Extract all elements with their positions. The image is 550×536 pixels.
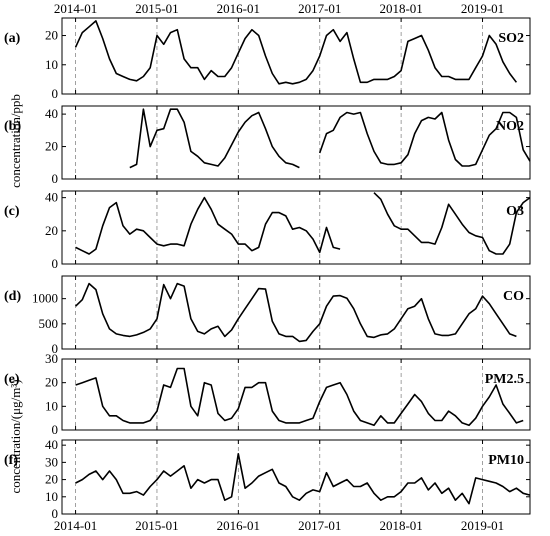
y-tick-label: 40 bbox=[45, 190, 58, 205]
y-axis-labels: concentration/ppb concentration/(μg/m³) bbox=[8, 94, 23, 493]
panel-co: 0 500 1000 (d) CO bbox=[4, 275, 531, 356]
x-tick-label-top: 2016-01 bbox=[217, 1, 260, 16]
panel-series-name: SO2 bbox=[498, 31, 524, 46]
x-tick-label-bottom: 2014-01 bbox=[54, 518, 97, 533]
y-tick-label: 20 bbox=[45, 472, 58, 487]
y-axis-label: concentration/ppb bbox=[8, 94, 23, 188]
panel-pm10: 0 10 20 30 40 (f) PM10 bbox=[4, 437, 531, 521]
series-line-so2 bbox=[74, 20, 518, 85]
panel-frame bbox=[61, 358, 531, 431]
x-tick-label-top: 2019-01 bbox=[461, 1, 504, 16]
y-axis-label: concentration/(μg/m³) bbox=[8, 379, 23, 493]
y-tick-label: 0 bbox=[52, 341, 59, 356]
series-line-co bbox=[75, 282, 517, 343]
y-tick-label: 30 bbox=[45, 351, 58, 366]
panel-series-name: PM2.5 bbox=[485, 372, 524, 387]
x-tick-label-bottom: 2018-01 bbox=[379, 518, 422, 533]
series-line-pm25 bbox=[75, 367, 524, 427]
panel-letter: (f) bbox=[4, 453, 18, 468]
bottom-x-axis: 2014-01 2015-01 2016-01 2017-01 2018-01 2019-… bbox=[54, 518, 504, 533]
y-tick-label: 40 bbox=[45, 106, 58, 121]
y-tick-label: 20 bbox=[45, 139, 58, 154]
panel-series-name: O3 bbox=[506, 204, 524, 219]
y-tick-label: 20 bbox=[45, 223, 58, 238]
panel-pm25: 0 10 20 30 (e) PM2.5 bbox=[4, 351, 531, 437]
y-tick-label: 0 bbox=[52, 256, 59, 271]
x-tick-label-bottom: 2019-01 bbox=[461, 518, 504, 533]
panel-frame bbox=[61, 190, 531, 265]
panel-series-name: PM10 bbox=[488, 453, 524, 468]
panel-so2: 0 10 20 (a) SO2 bbox=[4, 17, 531, 101]
y-tick-label: 500 bbox=[39, 316, 59, 331]
panel-letter: (d) bbox=[4, 289, 21, 304]
x-tick-label-bottom: 2017-01 bbox=[298, 518, 341, 533]
series-line-pm10 bbox=[75, 452, 531, 505]
panel-frame bbox=[61, 17, 531, 95]
y-tick-label: 10 bbox=[45, 398, 58, 413]
x-tick-label-top: 2017-01 bbox=[298, 1, 341, 16]
series-line-o3 bbox=[373, 192, 531, 255]
y-tick-label: 1000 bbox=[32, 291, 58, 306]
y-tick-label: 20 bbox=[45, 375, 58, 390]
x-tick-label-bottom: 2016-01 bbox=[217, 518, 260, 533]
panel-no2: 0 20 40 (b) NO2 bbox=[4, 105, 531, 186]
panel-o3: 0 20 40 (c) O3 bbox=[4, 190, 531, 271]
y-tick-label: 0 bbox=[52, 86, 59, 101]
y-tick-label: 0 bbox=[52, 506, 59, 521]
x-tick-label-bottom: 2015-01 bbox=[135, 518, 178, 533]
panel-letter: (a) bbox=[4, 31, 21, 46]
series-line-o3 bbox=[75, 196, 341, 255]
panel-series-name: NO2 bbox=[496, 119, 524, 134]
top-x-axis: 2014-01 2015-01 2016-01 2017-01 2018-01 2019-… bbox=[54, 1, 504, 16]
panel-frame bbox=[61, 105, 531, 180]
y-tick-label: 20 bbox=[45, 28, 58, 43]
series-line-no2 bbox=[129, 108, 300, 169]
y-tick-label: 10 bbox=[45, 489, 58, 504]
x-tick-label-top: 2015-01 bbox=[135, 1, 178, 16]
panel-series-name: CO bbox=[503, 289, 524, 304]
panel-letter: (b) bbox=[4, 119, 21, 134]
y-tick-label: 10 bbox=[45, 57, 58, 72]
panel-letter: (c) bbox=[4, 204, 20, 219]
panel-frame bbox=[61, 275, 531, 350]
y-tick-label: 0 bbox=[52, 422, 59, 437]
y-tick-label: 40 bbox=[45, 437, 58, 452]
series-line-no2 bbox=[318, 111, 531, 167]
y-tick-label: 30 bbox=[45, 454, 58, 469]
panel-letter: (e) bbox=[4, 372, 20, 387]
y-tick-label: 0 bbox=[52, 171, 59, 186]
panel-frame bbox=[61, 439, 531, 515]
x-tick-label-top: 2014-01 bbox=[54, 1, 97, 16]
x-tick-label-top: 2018-01 bbox=[379, 1, 422, 16]
